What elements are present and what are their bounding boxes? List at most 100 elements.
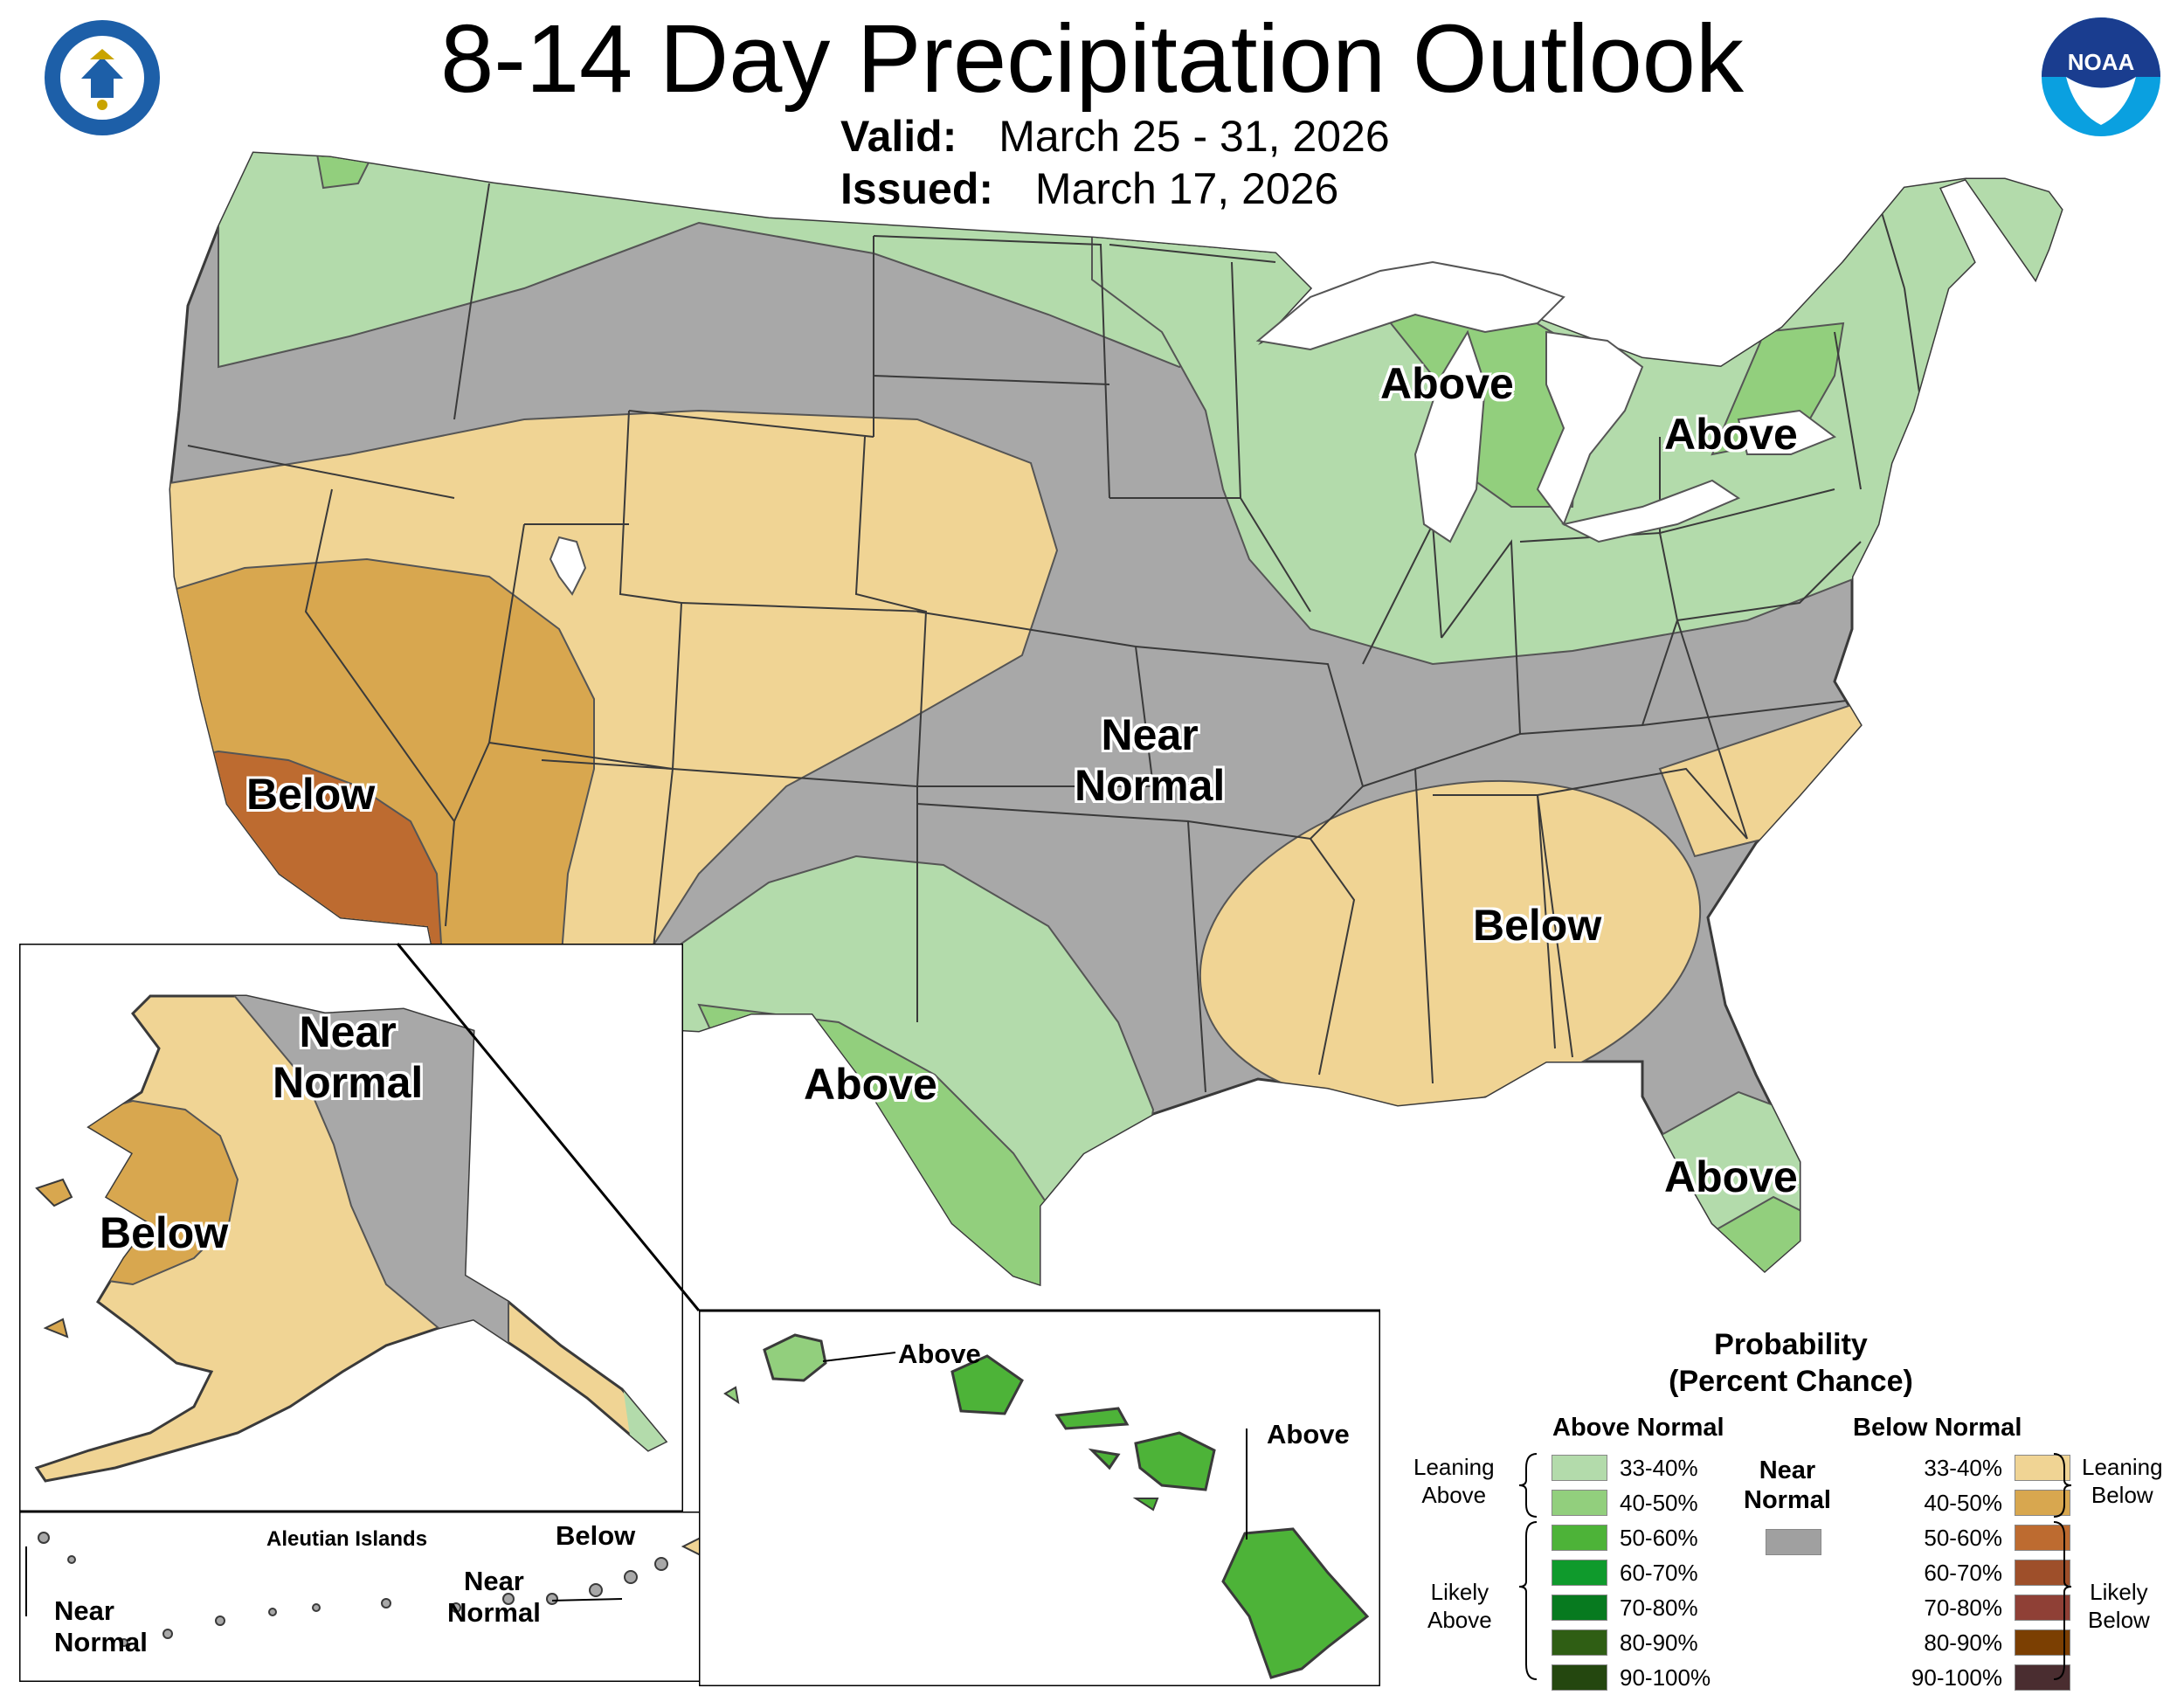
- commerce-seal-logo: [45, 20, 160, 135]
- legend-above-row: 50-60%: [1552, 1520, 1744, 1555]
- legend-above-range: 40-50%: [1620, 1489, 1698, 1516]
- legend-below-row: 80-90%: [1870, 1625, 2070, 1660]
- label-florida: Above: [1664, 1152, 1798, 1201]
- label-hawaii-kauai: Above: [898, 1339, 981, 1369]
- label-aleutian-near-right: Near Normal: [447, 1566, 541, 1629]
- valid-value: March 25 - 31, 2026: [999, 112, 1390, 161]
- legend-below-head: Below Normal: [1853, 1414, 2022, 1442]
- legend-below-row: 60-70%: [1870, 1555, 2070, 1590]
- legend-title-line1: Probability: [1714, 1328, 1868, 1361]
- legend-above-row: 90-100%: [1552, 1660, 1744, 1695]
- legend-below-range: 80-90%: [1924, 1629, 2002, 1656]
- legend-below-range: 40-50%: [1924, 1489, 2002, 1516]
- label-aleutian-near-right-line1: Near: [463, 1566, 524, 1596]
- legend-above-head: Above Normal: [1552, 1414, 1724, 1442]
- legend-leaning-above: Leaning Above: [1413, 1453, 1495, 1509]
- legend-below-range: 60-70%: [1924, 1559, 2002, 1586]
- leaning-below-line2: Below: [2091, 1482, 2153, 1508]
- legend-below-swatch: [2015, 1455, 2070, 1481]
- legend-below-row: 70-80%: [1870, 1590, 2070, 1625]
- legend-above-range: 70-80%: [1620, 1594, 1698, 1621]
- legend-near-normal-swatch: [1766, 1529, 1821, 1555]
- legend-above-swatch: [1552, 1455, 1607, 1481]
- likely-below-line2: Below: [2088, 1607, 2150, 1633]
- label-alaska-below: Below: [100, 1208, 229, 1257]
- legend-below-swatch: [2015, 1560, 2070, 1586]
- legend-near-normal: Near Normal: [1744, 1456, 1831, 1515]
- legend-likely-above: Likely Above: [1427, 1578, 1492, 1634]
- legend-below-swatch: [2015, 1490, 2070, 1516]
- legend-below-row: 90-100%: [1870, 1660, 2070, 1695]
- legend-above-swatch: [1552, 1490, 1607, 1516]
- label-aleutian-below: Below: [556, 1520, 636, 1551]
- legend-below-swatch: [2015, 1629, 2070, 1656]
- label-hawaii-big-island: Above: [1267, 1419, 1350, 1449]
- label-alaska-near-line2: Normal: [273, 1058, 424, 1107]
- legend-braces-above: [1518, 1453, 1538, 1680]
- label-central-line1: Near: [1101, 710, 1199, 759]
- legend-above-range: 50-60%: [1620, 1524, 1698, 1551]
- hawaii-inset: [699, 1311, 1380, 1686]
- label-central-line2: Normal: [1075, 761, 1226, 810]
- legend-above-range: 33-40%: [1620, 1454, 1698, 1481]
- kauai-island: [763, 1333, 827, 1382]
- legend-likely-below: Likely Below: [2088, 1578, 2150, 1634]
- aleutian-inset: [19, 1512, 701, 1682]
- legend-below-row: 50-60%: [1870, 1520, 2070, 1555]
- leaning-above-line1: Leaning: [1413, 1454, 1495, 1480]
- likely-above-line2: Above: [1427, 1607, 1492, 1633]
- legend-above-swatch: [1552, 1664, 1607, 1691]
- label-aleutian-near-left-line2: Normal: [54, 1627, 148, 1657]
- legend-above-row: 80-90%: [1552, 1625, 1744, 1660]
- legend-below-row: 33-40%: [1870, 1450, 2070, 1485]
- near-normal-line1: Near: [1759, 1456, 1816, 1484]
- valid-dates: Valid: March 25 - 31, 2026: [840, 110, 1390, 163]
- label-great-lakes: Above: [1380, 359, 1514, 408]
- legend-leaning-below: Leaning Below: [2082, 1453, 2163, 1509]
- noaa-logo-text: NOAA: [2068, 49, 2135, 75]
- issued-date: Issued: March 17, 2026: [840, 163, 1338, 215]
- legend-above-row: 60-70%: [1552, 1555, 1744, 1590]
- legend-title-line2: (Percent Chance): [1669, 1365, 1913, 1398]
- legend-below-range: 33-40%: [1924, 1454, 2002, 1481]
- legend-above-list: 33-40% 40-50% 50-60% 60-70% 70-80% 80-90% 90-1…: [1552, 1450, 1744, 1695]
- legend-below-swatch: [2015, 1595, 2070, 1621]
- label-aleutian-near-right-line2: Normal: [447, 1597, 541, 1628]
- issued-label: Issued:: [840, 164, 994, 213]
- legend-above-swatch: [1552, 1560, 1607, 1586]
- label-aleutian-near-left: Near Normal: [54, 1595, 148, 1658]
- label-alaska-near-normal: Near Normal: [273, 1007, 423, 1108]
- label-texas: Above: [804, 1060, 937, 1109]
- legend-above-range: 60-70%: [1620, 1559, 1698, 1586]
- legend-below-swatch: [2015, 1525, 2070, 1551]
- label-california: Below: [246, 770, 376, 819]
- legend-below-range: 50-60%: [1924, 1524, 2002, 1551]
- legend-below-row: 40-50%: [1870, 1485, 2070, 1520]
- legend-below-range: 90-100%: [1911, 1664, 2002, 1691]
- legend-above-swatch: [1552, 1595, 1607, 1621]
- legend-above-row: 70-80%: [1552, 1590, 1744, 1625]
- valid-label: Valid:: [840, 112, 957, 161]
- leaning-above-line2: Above: [1421, 1482, 1487, 1508]
- likely-above-line1: Likely: [1430, 1579, 1489, 1605]
- great-lakes: [549, 260, 1837, 596]
- legend-above-range: 90-100%: [1620, 1664, 1711, 1691]
- likely-below-line1: Likely: [2090, 1579, 2148, 1605]
- issued-value: March 17, 2026: [1034, 164, 1339, 213]
- legend-below-list: 33-40% 40-50% 50-60% 60-70% 70-80% 80-90% 90-1…: [1870, 1450, 2070, 1695]
- label-central-near-normal: Near Normal: [1075, 709, 1225, 811]
- legend-below-range: 70-80%: [1924, 1594, 2002, 1621]
- near-normal-line2: Normal: [1744, 1486, 1831, 1514]
- state-boundaries: [187, 183, 1923, 1093]
- legend-title: Probability (Percent Chance): [1485, 1326, 2097, 1400]
- legend-above-range: 80-90%: [1620, 1629, 1698, 1656]
- oahu-island: [950, 1354, 1024, 1415]
- big-island: [1221, 1527, 1370, 1679]
- label-northeast: Above: [1664, 410, 1798, 459]
- label-alaska-near-line1: Near: [299, 1007, 397, 1056]
- legend-above-row: 33-40%: [1552, 1450, 1744, 1485]
- label-aleutian-near-left-line1: Near: [54, 1595, 114, 1626]
- aleutian-title: Aleutian Islands: [266, 1527, 428, 1551]
- legend-braces-below: [2053, 1453, 2072, 1680]
